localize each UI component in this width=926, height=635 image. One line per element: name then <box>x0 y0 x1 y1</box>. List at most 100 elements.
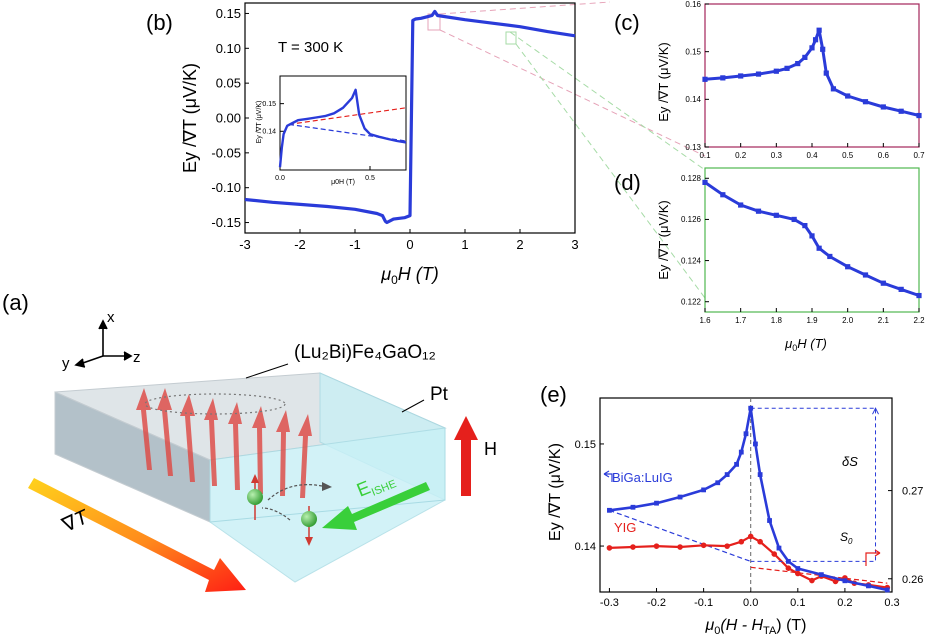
data-point <box>802 223 808 229</box>
x-tick-label: -0.2 <box>647 597 666 609</box>
field-arrow <box>454 416 478 496</box>
panel-e-xlabel: μ0(H - HTA) (T) <box>705 617 807 635</box>
y-tick-label: -0.10 <box>211 180 241 195</box>
data-point <box>916 112 922 119</box>
pt-front-edge <box>209 499 446 523</box>
panel-label-a: (a) <box>2 290 29 315</box>
y-tick-label: 0.15 <box>216 6 241 21</box>
data-point <box>743 431 749 437</box>
inset-ylabel: Ey /∇T (μV/K) <box>256 101 263 144</box>
axis-label-y: y <box>62 355 70 372</box>
data-point <box>630 504 636 510</box>
inset-ticks: 0.0 0.5 0.15 0.14 <box>262 101 375 182</box>
x-tick-label: 0.2 <box>837 597 852 609</box>
x-tick-label: 0.1 <box>699 151 711 160</box>
data-point <box>771 551 778 557</box>
legend-biga-luig: BiGa:LuIG <box>612 470 673 485</box>
panel-d-marks <box>702 179 922 299</box>
reference-line <box>609 509 751 562</box>
data-point <box>916 292 922 299</box>
delta-s-arrowhead <box>872 407 879 415</box>
panel-d-xlabel: μ0H (T) <box>784 336 827 353</box>
axis-label-x: x <box>107 309 115 326</box>
electrons <box>247 474 332 546</box>
panel-d-ylabel: Ey /∇T (μV/K) <box>656 200 671 280</box>
x-tick-label: 3 <box>571 237 578 252</box>
x-tick-label: 1.6 <box>699 316 711 325</box>
x-tick-label: 2.0 <box>842 316 854 325</box>
panel-c-marks <box>702 27 922 119</box>
y-tick-label: -0.15 <box>211 215 241 230</box>
data-point <box>773 68 779 74</box>
data-point <box>720 75 726 81</box>
x-tick-label: 0 <box>406 237 413 252</box>
x-tick-label: 0.6 <box>878 151 890 160</box>
data-point <box>653 543 660 549</box>
y-right-tick-label: 0.27 <box>902 486 923 498</box>
data-point <box>827 253 833 260</box>
data-point <box>809 45 815 51</box>
left-axis-arrow <box>603 470 613 482</box>
inset-xlabel: μ0H (T) <box>331 179 355 186</box>
delta-s-label: δS <box>842 454 858 469</box>
inset-frame <box>279 75 407 171</box>
x-tick-label: 0.7 <box>913 151 925 160</box>
y-tick-label: 0.15 <box>262 101 276 108</box>
panel-b-inset: 0.0 0.5 0.15 0.14 μ0H (T) Ey /∇T (μV/K) <box>256 75 407 186</box>
data-point <box>830 86 836 92</box>
panel-c-ylabel: Ey /∇T (μV/K) <box>656 42 671 122</box>
data-point <box>773 212 779 218</box>
panel-e-marks <box>606 398 891 593</box>
panel-b-marks <box>244 9 576 225</box>
x-tick-label: 1.8 <box>771 316 783 325</box>
data-point <box>755 208 762 214</box>
pt-label-leader <box>401 399 425 413</box>
y-tick-label: 0.14 <box>685 95 701 104</box>
data-point <box>866 583 871 589</box>
data-point <box>795 566 801 571</box>
panel-b-ylabel: Ey /∇T (μV/K) <box>180 63 200 173</box>
x-tick-label: 0.1 <box>790 597 805 609</box>
data-point <box>791 216 797 223</box>
y-tick-label: 0.15 <box>575 439 596 451</box>
data-point <box>823 70 829 76</box>
y-tick-label: 0.15 <box>685 47 701 56</box>
data-point <box>898 286 904 292</box>
data-point <box>702 179 708 185</box>
data-point <box>606 545 613 551</box>
data-point <box>818 572 824 578</box>
y-tick-label: 0.10 <box>216 41 241 56</box>
panel-label-b: (b) <box>146 10 173 35</box>
data-point <box>880 280 886 286</box>
data-point <box>677 494 683 500</box>
delta-s-bracket <box>750 407 877 562</box>
panel-b-annotation: T = 300 K <box>278 39 343 56</box>
film-label-leader <box>245 363 289 379</box>
data-point <box>776 545 782 551</box>
data-point <box>842 578 848 584</box>
x-tick-label: 0.3 <box>771 151 783 160</box>
series-line <box>704 181 920 297</box>
reference-line <box>288 107 407 125</box>
data-point <box>720 192 726 198</box>
data-point <box>795 570 801 577</box>
pt-front-face <box>209 427 446 583</box>
axis-label-z: z <box>133 349 141 366</box>
inset-marks <box>278 88 407 168</box>
data-point <box>816 27 822 33</box>
y-tick-label: 0.16 <box>685 0 701 9</box>
y-tick-label: 0.14 <box>575 541 596 553</box>
panel-e-ticks: -0.3 -0.2 -0.1 0.0 0.1 0.2 0.3 0.15 0.14 0.27 0.26 <box>575 439 924 609</box>
x-tick-label: 2.1 <box>878 316 890 325</box>
y-tick-label: 0.14 <box>262 129 276 136</box>
data-point <box>715 480 721 486</box>
data-point <box>898 108 904 114</box>
data-point <box>812 37 819 43</box>
data-point <box>630 544 636 550</box>
eishe-arrow <box>322 482 430 530</box>
data-point <box>884 587 890 593</box>
x-tick-label: -1 <box>349 237 361 252</box>
data-point <box>700 542 707 549</box>
y-tick-label: 0.122 <box>681 298 702 307</box>
data-point <box>757 538 763 545</box>
